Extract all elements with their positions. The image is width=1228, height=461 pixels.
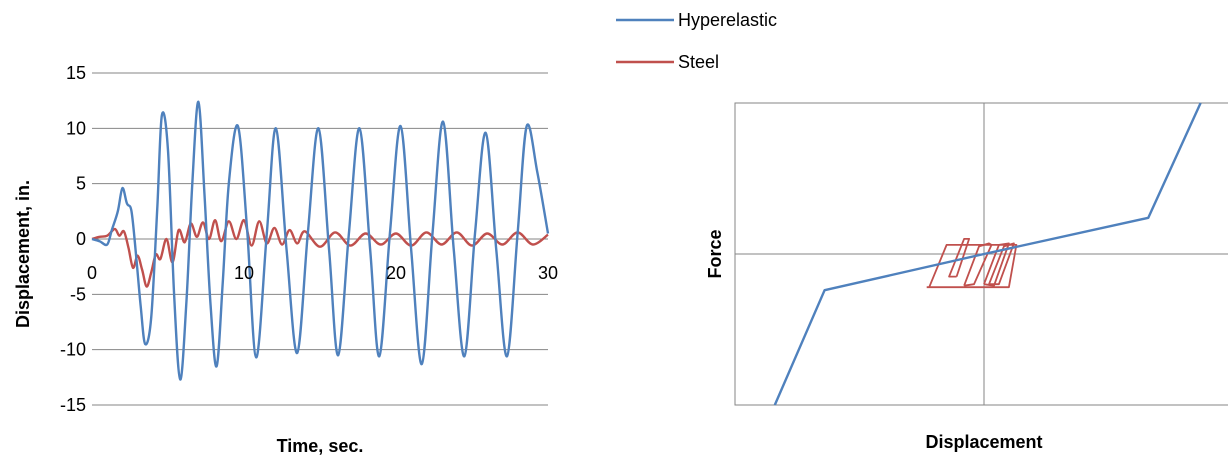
right-series-group: [773, 102, 1202, 406]
left-x-tick-label: 0: [87, 263, 97, 283]
legend-hyperelastic-label: Hyperelastic: [678, 10, 777, 30]
left-x-axis-title: Time, sec.: [277, 436, 364, 456]
right-steel-hysteresis-loop: [983, 242, 1010, 287]
left-y-tick-label: -5: [70, 284, 86, 304]
right-hyperelastic-line: [773, 102, 1202, 406]
legend-steel-label: Steel: [678, 52, 719, 72]
left-y-tick-labels: 15 10 5 0 -5 -10 -15: [60, 63, 86, 415]
left-y-tick-label: 5: [76, 174, 86, 194]
left-y-tick-label: -15: [60, 395, 86, 415]
right-x-axis-title: Displacement: [925, 432, 1042, 452]
left-y-tick-label: 10: [66, 118, 86, 138]
left-x-tick-label: 20: [386, 263, 406, 283]
left-y-tick-label: -10: [60, 340, 86, 360]
right-steel-hysteresis-loop: [948, 237, 970, 278]
right-y-axis-title: Force: [705, 229, 725, 278]
left-x-tick-label: 30: [538, 263, 558, 283]
left-grid: [92, 72, 548, 406]
right-steel-hysteresis-loop: [926, 243, 1018, 289]
left-series-group: [91, 100, 550, 381]
hysteresis-chart: Displacement Force: [705, 102, 1228, 452]
left-x-tick-label: 10: [234, 263, 254, 283]
left-x-tick-labels: 0 10 20 30: [87, 263, 558, 283]
right-steel-hysteresis-loop: [963, 242, 993, 287]
left-y-tick-label: 15: [66, 63, 86, 83]
left-y-axis-title: Displacement, in.: [13, 180, 33, 328]
left-series-hyperelastic-line: [91, 100, 550, 381]
right-steel-hysteresis-loop: [988, 242, 1015, 286]
left-series-steel-line: [91, 218, 549, 288]
legend: Hyperelastic Steel: [616, 10, 777, 72]
left-y-tick-label: 0: [76, 229, 86, 249]
